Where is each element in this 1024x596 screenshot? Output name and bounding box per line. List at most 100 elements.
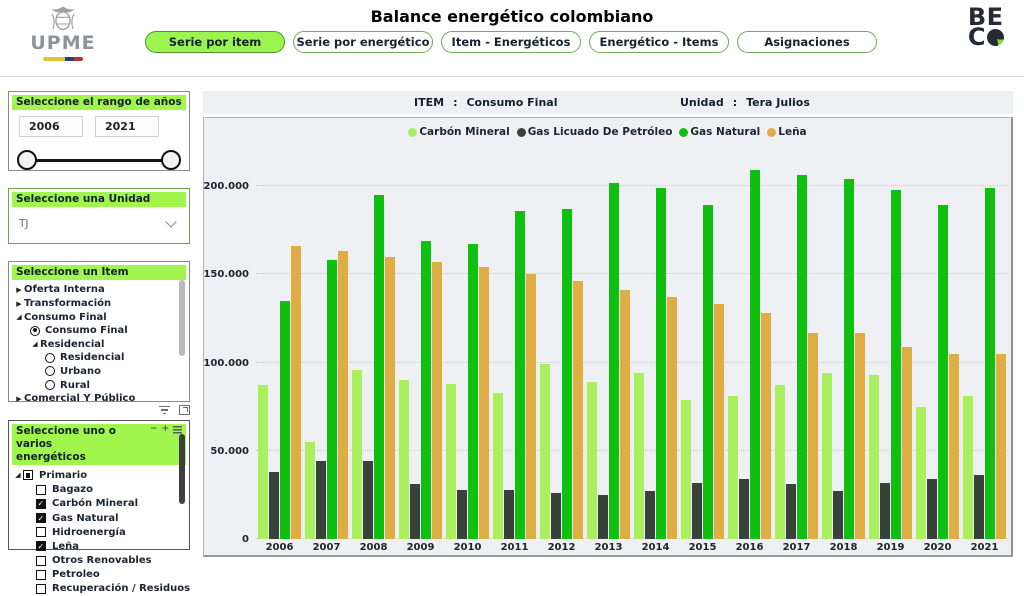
bar-gas-licuado-de-petr-leo-2010[interactable] bbox=[457, 489, 467, 539]
bar-le-a-2020[interactable] bbox=[949, 353, 959, 539]
bar-le-a-2019[interactable] bbox=[902, 346, 912, 539]
checkbox-checked-icon[interactable] bbox=[36, 513, 46, 524]
item-tree-row-residencial[interactable]: ◢ Residencial bbox=[9, 338, 189, 352]
bar-carb-n-mineral-2012[interactable] bbox=[540, 364, 550, 539]
bar-gas-natural-2012[interactable] bbox=[562, 209, 572, 539]
bar-carb-n-mineral-2018[interactable] bbox=[822, 373, 832, 539]
collapse-all-icon[interactable]: − bbox=[149, 424, 158, 434]
checkbox-checked-icon[interactable] bbox=[36, 498, 46, 509]
bar-le-a-2021[interactable] bbox=[996, 353, 1006, 539]
bar-gas-natural-2015[interactable] bbox=[703, 205, 713, 539]
item-tree-row-residencial[interactable]: Residencial bbox=[9, 351, 189, 365]
legend-item-gas-natural[interactable]: Gas Natural bbox=[679, 126, 760, 138]
expand-collapsed-icon[interactable]: ▶ bbox=[16, 394, 22, 403]
legend-item-le-a[interactable]: Leña bbox=[767, 126, 807, 138]
bar-le-a-2010[interactable] bbox=[479, 267, 489, 539]
bar-le-a-2008[interactable] bbox=[385, 256, 395, 539]
bar-gas-natural-2020[interactable] bbox=[938, 205, 948, 539]
bar-gas-licuado-de-petr-leo-2021[interactable] bbox=[974, 475, 984, 539]
bar-gas-natural-2010[interactable] bbox=[468, 244, 478, 539]
item-tree-row-rural[interactable]: Rural bbox=[9, 378, 189, 392]
bar-gas-licuado-de-petr-leo-2019[interactable] bbox=[880, 482, 890, 539]
bar-carb-n-mineral-2015[interactable] bbox=[681, 399, 691, 539]
bar-carb-n-mineral-2011[interactable] bbox=[493, 392, 503, 539]
bar-gas-licuado-de-petr-leo-2017[interactable] bbox=[786, 484, 796, 539]
bar-gas-natural-2016[interactable] bbox=[750, 170, 760, 539]
expand-expanded-icon[interactable]: ◢ bbox=[32, 340, 38, 349]
energetic-row-recuperaci-n-residuos[interactable]: Recuperación / Residuos bbox=[9, 582, 190, 596]
selection-list-icon[interactable] bbox=[173, 425, 182, 434]
bar-le-a-2007[interactable] bbox=[338, 251, 348, 539]
bar-carb-n-mineral-2017[interactable] bbox=[775, 385, 785, 539]
checkbox-unchecked-icon[interactable] bbox=[36, 583, 46, 594]
bar-gas-licuado-de-petr-leo-2006[interactable] bbox=[269, 471, 279, 539]
checkbox-indeterminate-icon[interactable] bbox=[23, 470, 33, 481]
energetic-row-le-a[interactable]: Leña bbox=[9, 539, 189, 553]
bar-carb-n-mineral-2010[interactable] bbox=[446, 383, 456, 539]
bar-gas-licuado-de-petr-leo-2011[interactable] bbox=[504, 489, 514, 539]
item-tree-row-oferta-interna[interactable]: ▶ Oferta Interna bbox=[9, 283, 189, 297]
unit-dropdown[interactable]: TJ bbox=[17, 214, 181, 234]
bar-carb-n-mineral-2020[interactable] bbox=[916, 406, 926, 539]
bar-gas-licuado-de-petr-leo-2015[interactable] bbox=[692, 482, 702, 539]
bar-le-a-2018[interactable] bbox=[855, 332, 865, 539]
year-start-input[interactable]: 2006 bbox=[19, 116, 83, 138]
bar-le-a-2011[interactable] bbox=[526, 274, 536, 539]
bar-carb-n-mineral-2009[interactable] bbox=[399, 380, 409, 539]
radio-icon[interactable] bbox=[45, 352, 55, 363]
energetic-row-primario[interactable]: ◢ Primario bbox=[9, 468, 189, 482]
bar-gas-licuado-de-petr-leo-2008[interactable] bbox=[363, 461, 373, 539]
bar-gas-licuado-de-petr-leo-2012[interactable] bbox=[551, 493, 561, 539]
bar-gas-licuado-de-petr-leo-2014[interactable] bbox=[645, 491, 655, 539]
energetic-row-bagazo[interactable]: Bagazo bbox=[9, 483, 189, 497]
bar-gas-licuado-de-petr-leo-2020[interactable] bbox=[927, 479, 937, 539]
radio-icon[interactable] bbox=[45, 366, 55, 377]
bar-le-a-2006[interactable] bbox=[291, 246, 301, 539]
expand-expanded-icon[interactable]: ◢ bbox=[15, 471, 21, 480]
bar-gas-natural-2014[interactable] bbox=[656, 187, 666, 539]
radio-icon[interactable] bbox=[45, 380, 55, 391]
bar-le-a-2012[interactable] bbox=[573, 281, 583, 539]
bar-gas-natural-2011[interactable] bbox=[515, 210, 525, 539]
slider-handle-end[interactable] bbox=[161, 150, 181, 171]
bar-le-a-2014[interactable] bbox=[667, 297, 677, 539]
legend-item-carb-n-mineral[interactable]: Carbón Mineral bbox=[408, 126, 510, 138]
tab-energ-tico-items[interactable]: Energético - Items bbox=[589, 31, 729, 53]
bar-gas-natural-2013[interactable] bbox=[609, 182, 619, 539]
checkbox-unchecked-icon[interactable] bbox=[36, 569, 46, 580]
bar-carb-n-mineral-2014[interactable] bbox=[634, 373, 644, 539]
bar-le-a-2017[interactable] bbox=[808, 332, 818, 539]
tab-item-energ-ticos[interactable]: Item - Energéticos bbox=[441, 31, 581, 53]
legend-item-gas-licuado-de-petr-leo[interactable]: Gas Licuado De Petróleo bbox=[516, 126, 672, 138]
bar-gas-licuado-de-petr-leo-2007[interactable] bbox=[316, 461, 326, 539]
slider-handle-start[interactable] bbox=[17, 150, 37, 171]
year-end-input[interactable]: 2021 bbox=[95, 116, 159, 138]
bar-carb-n-mineral-2019[interactable] bbox=[869, 374, 879, 539]
item-tree-row-comercial-y-p-blico[interactable]: ▶ Comercial Y Público bbox=[9, 392, 189, 406]
bar-le-a-2009[interactable] bbox=[432, 261, 442, 539]
checkbox-unchecked-icon[interactable] bbox=[36, 527, 46, 538]
focus-mode-icon[interactable] bbox=[179, 405, 190, 415]
bar-carb-n-mineral-2006[interactable] bbox=[258, 385, 268, 539]
radio-selected-icon[interactable] bbox=[30, 325, 40, 336]
bar-gas-natural-2019[interactable] bbox=[891, 189, 901, 539]
bar-carb-n-mineral-2007[interactable] bbox=[305, 441, 315, 539]
bar-carb-n-mineral-2008[interactable] bbox=[352, 369, 362, 539]
bar-gas-natural-2008[interactable] bbox=[374, 194, 384, 539]
expand-all-icon[interactable]: + bbox=[161, 424, 169, 434]
energetics-scrollbar[interactable] bbox=[179, 434, 185, 504]
tab-serie-por-energ-tico[interactable]: Serie por energético bbox=[293, 31, 433, 53]
bar-gas-licuado-de-petr-leo-2016[interactable] bbox=[739, 479, 749, 539]
bar-carb-n-mineral-2016[interactable] bbox=[728, 396, 738, 539]
slider-track[interactable] bbox=[27, 158, 171, 162]
bar-gas-natural-2007[interactable] bbox=[327, 260, 337, 539]
energetic-row-hidroenerg-a[interactable]: Hidroenergía bbox=[9, 525, 189, 539]
bar-gas-natural-2021[interactable] bbox=[985, 187, 995, 539]
checkbox-unchecked-icon[interactable] bbox=[36, 555, 46, 566]
item-tree-row-transformaci-n[interactable]: ▶ Transformación bbox=[9, 297, 189, 311]
item-tree-row-consumo-final[interactable]: ◢ Consumo Final bbox=[9, 310, 189, 324]
bar-carb-n-mineral-2021[interactable] bbox=[963, 396, 973, 539]
checkbox-checked-icon[interactable] bbox=[36, 541, 46, 552]
checkbox-unchecked-icon[interactable] bbox=[36, 484, 46, 495]
bar-le-a-2015[interactable] bbox=[714, 304, 724, 539]
